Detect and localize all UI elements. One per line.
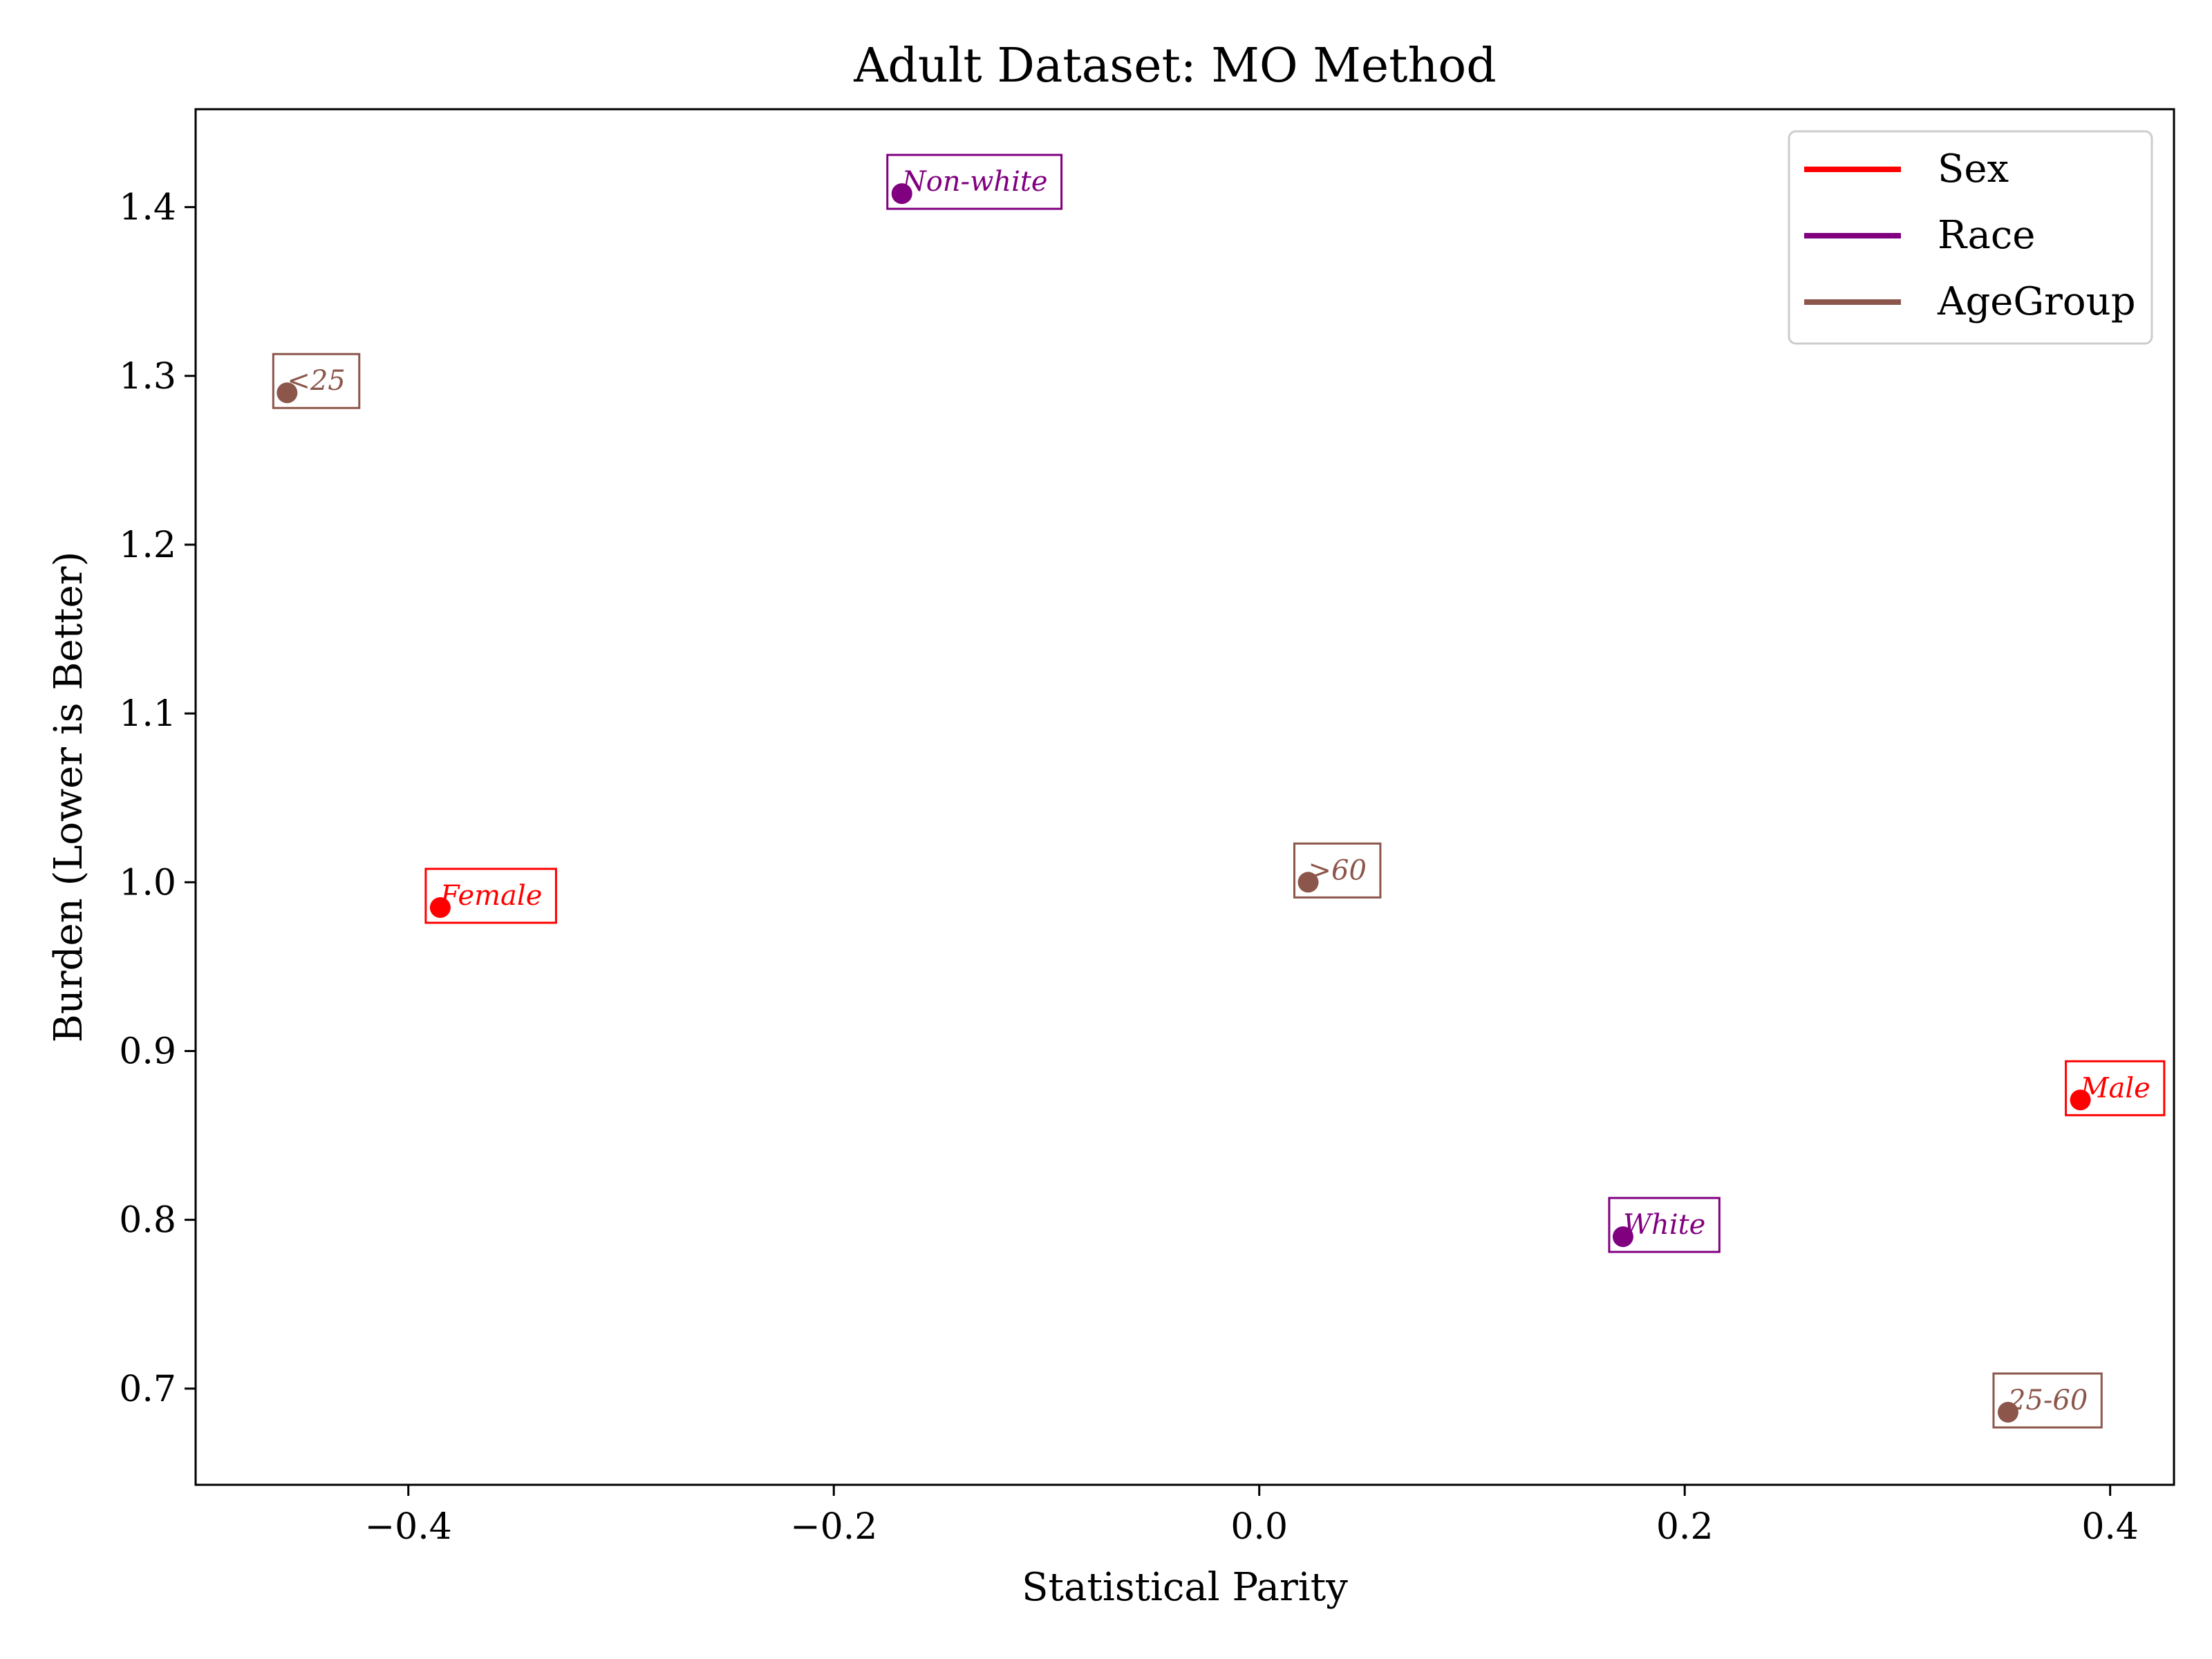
data-point-group: White [1608, 1197, 1721, 1253]
legend-entry-label: Sex [1938, 147, 2009, 191]
point-label: Male [2080, 1072, 2150, 1104]
data-point-group: Male [2065, 1060, 2166, 1116]
data-point-group: 25-60 [1992, 1372, 2103, 1429]
y-tick-label: 1.2 [119, 525, 176, 566]
y-tick-label: 0.7 [119, 1369, 176, 1410]
y-tick-label: 0.9 [119, 1031, 176, 1072]
legend-entry-label: Race [1938, 213, 2035, 258]
scatter-point [1612, 1226, 1633, 1248]
scatter-point [429, 897, 451, 918]
y-tick-label: 1.0 [119, 862, 176, 903]
scatter-point [891, 183, 912, 205]
y-axis-label: Burden (Lower is Better) [46, 552, 91, 1043]
x-tick-label: −0.2 [790, 1506, 877, 1548]
scatter-point [1297, 872, 1319, 893]
data-point-group: <25 [272, 353, 361, 409]
y-tick-label: 1.4 [119, 187, 176, 229]
x-tick-label: 0.2 [1656, 1506, 1714, 1548]
data-point-group: Non-white [886, 153, 1063, 210]
y-tick-label: 1.3 [119, 356, 176, 397]
y-tick-label: 0.8 [119, 1200, 176, 1241]
x-tick-label: 0.4 [2081, 1506, 2139, 1548]
y-tick-label: 1.1 [119, 693, 176, 735]
x-tick-label: 0.0 [1230, 1506, 1288, 1548]
data-point-group: Female [424, 868, 557, 924]
point-label-box [886, 153, 1063, 210]
legend-frame [1788, 130, 2153, 345]
legend: Sex Race AgeGroup [1788, 130, 2153, 345]
legend-entry-label: AgeGroup [1937, 279, 2136, 324]
scatter-point [1997, 1402, 2018, 1423]
point-label: Non-white [901, 166, 1048, 198]
scatter-point [276, 382, 298, 404]
data-point-group: >60 [1293, 842, 1382, 899]
point-label: White [1623, 1209, 1705, 1241]
scatter-point [2070, 1089, 2091, 1111]
plot-frame [194, 108, 2175, 1486]
point-label: Female [440, 880, 542, 912]
point-label: 25-60 [2007, 1385, 2088, 1416]
x-tick-label: −0.4 [365, 1506, 452, 1548]
chart-title: Adult Dataset: MO Method [853, 39, 1497, 93]
x-axis-label: Statistical Parity [1022, 1565, 1348, 1610]
